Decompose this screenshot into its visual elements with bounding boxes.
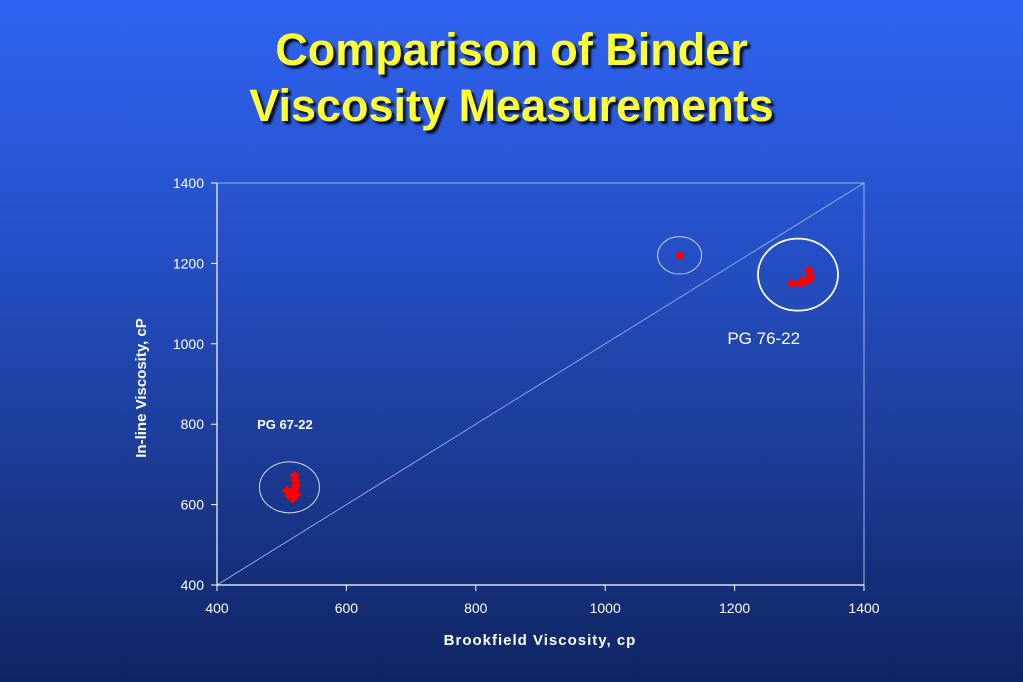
slide-title: Comparison of Binder Viscosity Measureme… bbox=[0, 22, 1023, 134]
reference-line bbox=[216, 182, 865, 586]
title-line-1: Comparison of Binder bbox=[275, 24, 748, 75]
x-tick-label: 800 bbox=[464, 600, 488, 616]
highlight-circle bbox=[657, 236, 703, 275]
x-ticks: 400 600 800 1000 1200 1400 bbox=[205, 585, 880, 616]
data-point bbox=[674, 250, 685, 261]
x-tick-label: 1400 bbox=[848, 600, 879, 616]
x-tick-label: 1000 bbox=[590, 600, 621, 616]
y-tick-label: 1000 bbox=[173, 336, 204, 352]
y-ticks: 400 600 800 1000 1200 1400 bbox=[173, 175, 217, 593]
data-point bbox=[805, 271, 816, 282]
x-tick-label: 1200 bbox=[719, 600, 750, 616]
y-tick-label: 1200 bbox=[173, 255, 204, 271]
data-point bbox=[285, 488, 296, 499]
title-line-2: Viscosity Measurements bbox=[249, 80, 774, 131]
highlight-circle bbox=[757, 237, 839, 312]
annotation-label: PG 76-22 bbox=[727, 329, 800, 348]
annotations: PG 67-22 PG 76-22 bbox=[257, 329, 800, 432]
y-tick-label: 800 bbox=[181, 416, 205, 432]
data-points bbox=[281, 250, 816, 504]
y-axis-label: In-line Viscosity, cP bbox=[133, 318, 150, 458]
highlight-circle bbox=[258, 461, 320, 514]
y-tick-label: 600 bbox=[181, 497, 205, 513]
x-axis-label: Brookfield Viscosity, cp bbox=[444, 632, 637, 649]
x-tick-label: 400 bbox=[205, 600, 229, 616]
data-point bbox=[786, 278, 797, 289]
y-tick-label: 400 bbox=[181, 577, 205, 593]
annotation-label: PG 67-22 bbox=[257, 417, 313, 432]
highlight-circles bbox=[258, 236, 839, 514]
x-tick-label: 600 bbox=[335, 600, 359, 616]
y-tick-label: 1400 bbox=[173, 175, 204, 191]
